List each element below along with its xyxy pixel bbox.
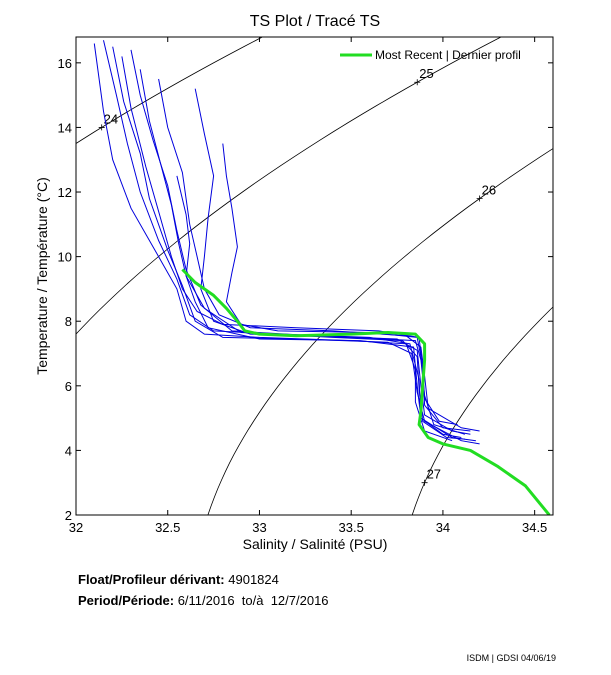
isopycnal-marker-24 [98,124,105,131]
isopycnal-marker-27 [421,479,428,486]
isopycnal-label-26: 26 [482,182,496,197]
y-tick-label: 8 [65,314,72,329]
isopycnal-marker-26 [476,195,483,202]
footer-credit: ISDM | GDSI 04/06/19 [466,653,556,663]
historical-profile-4 [130,49,471,435]
isopycnal-label-27: 27 [427,467,441,482]
y-axis-label: Temperature / Température (°C) [34,177,50,375]
legend-label: Most Recent | Dernier profil [375,48,521,62]
period-label: Period/Période: [78,593,175,608]
legend: Most Recent | Dernier profil [340,48,521,62]
historical-profile-2 [103,40,462,438]
x-tick-label: 33 [252,520,266,535]
y-tick-label: 16 [58,56,72,71]
historical-profile-7 [222,143,471,432]
x-axis-label: Salinity / Salinité (PSU) [243,536,388,552]
y-tick-label: 14 [58,120,72,135]
isopycnal-25 [76,37,502,335]
y-tick-label: 10 [58,250,72,265]
isopycnal-marker-25 [414,79,421,86]
isopycnal-label-24: 24 [104,111,118,126]
float-id: 4901824 [228,572,279,587]
historical-profile-5 [158,78,480,432]
y-tick-label: 2 [65,508,72,523]
period-info: Period/Période: 6/11/2016 to/à 12/7/2016 [78,593,329,608]
x-tick-label: 33.5 [339,520,364,535]
isopycnal-24 [76,37,264,144]
chart-title: TS Plot / Tracé TS [250,13,380,30]
isopycnal-26 [207,148,553,515]
isopycnal-label-25: 25 [419,66,433,81]
x-tick-label: 32 [69,520,83,535]
period-value: 6/11/2016 to/à 12/7/2016 [177,593,329,608]
float-info: Float/Profileur dérivant: 4901824 [78,572,279,587]
y-tick-label: 12 [58,185,72,200]
y-tick-label: 4 [65,443,72,458]
x-tick-label: 34 [436,520,450,535]
most-recent-profile [181,268,551,515]
isopycnal-27 [411,306,553,515]
x-tick-label: 32.5 [155,520,180,535]
historical-profile-9 [121,56,458,426]
plot-frame [75,36,554,516]
y-tick-label: 6 [65,379,72,394]
x-tick-label: 34.5 [522,520,547,535]
float-label: Float/Profileur dérivant: [78,572,225,587]
historical-profile-1 [93,43,453,442]
historical-profile-8 [176,175,476,442]
